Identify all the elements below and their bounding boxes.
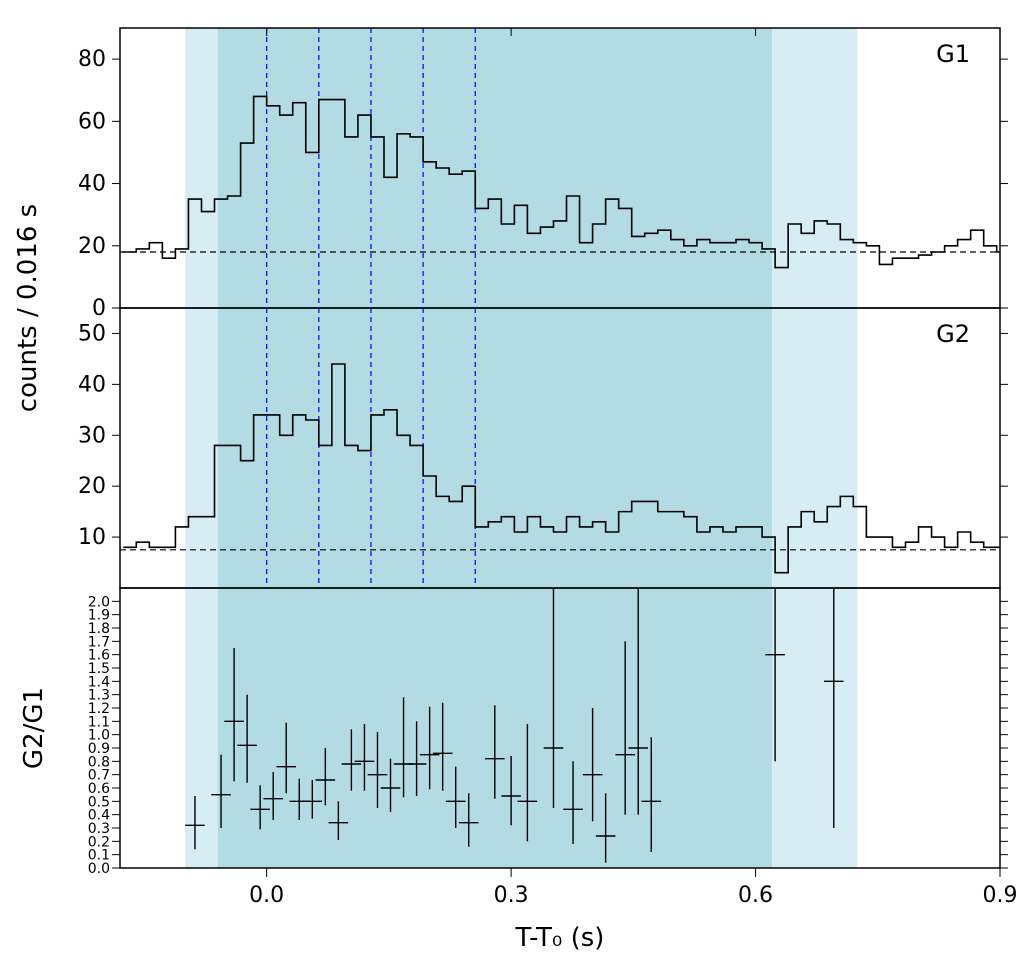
ytick-label: 20: [78, 474, 106, 499]
ytick-label: 30: [78, 423, 106, 448]
ytick-label: 10: [78, 525, 106, 550]
ylabel-counts: counts / 0.016 s: [13, 204, 43, 412]
panel-label: G2: [936, 320, 970, 348]
xlabel: T-T₀ (s): [515, 923, 605, 953]
ytick-label: 80: [78, 47, 106, 72]
chart-svg: 020406080G11020304050G20.00.10.20.30.40.…: [0, 0, 1034, 965]
ytick-label: 20: [78, 234, 106, 259]
ytick-label: 50: [78, 321, 106, 346]
xtick-label: 0.0: [249, 883, 284, 908]
xtick-label: 0.3: [494, 883, 529, 908]
ytick-label: 60: [78, 109, 106, 134]
xtick-label: 0.9: [983, 883, 1018, 908]
ytick-label: 40: [78, 372, 106, 397]
ytick-label: 40: [78, 172, 106, 197]
panel-label: G1: [936, 40, 970, 68]
ratio-ylabel: G2/G1: [19, 687, 49, 769]
chart-container: 020406080G11020304050G20.00.10.20.30.40.…: [0, 0, 1034, 965]
xtick-label: 0.6: [738, 883, 773, 908]
ytick-label: 2.0: [88, 594, 110, 610]
ytick-label: 0: [92, 296, 106, 321]
